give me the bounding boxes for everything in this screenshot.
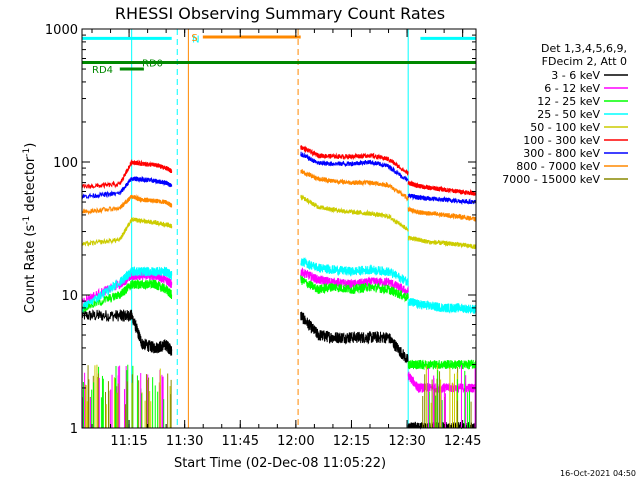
series-300-800-kev-pass-1 <box>81 175 173 200</box>
series-25-50-kev-pass-1 <box>81 266 173 313</box>
y-tick-label-100: 100 <box>53 156 78 171</box>
series-12-25-kev-pass-1 <box>81 278 173 314</box>
generation-timestamp: 16-Oct-2021 04:50 <box>560 469 636 478</box>
y-tick-label-1000: 1000 <box>45 23 78 38</box>
series-50-100-kev-pass-1 <box>81 216 173 247</box>
legend-label-25-50-kev: 25 - 50 keV <box>537 108 600 121</box>
series-800-7000-kev-pass-1 <box>81 193 173 216</box>
x-tick-label-11-30: 11:30 <box>166 434 203 449</box>
series-800-7000-kev-pass-3 <box>407 206 477 223</box>
series-100-300-kev-pass-2 <box>300 145 409 176</box>
legend-label-300-800-kev: 300 - 800 keV <box>523 147 600 160</box>
series-25-50-kev-pass-3 <box>407 297 477 315</box>
x-tick-label-12-15: 12:15 <box>333 434 370 449</box>
flag-label-rd0: RD0 <box>142 58 163 69</box>
series-50-100-kev-pass-2 <box>300 194 409 232</box>
legend-header-line-2: FDecim 2, Att 0 <box>542 55 627 68</box>
series-100-300-kev-pass-1 <box>81 159 173 190</box>
series-25-50-kev-pass-2 <box>300 257 409 286</box>
chart-title: RHESSI Observing Summary Count Rates <box>115 4 445 23</box>
series-800-7000-kev-pass-2 <box>300 168 409 202</box>
y-tick-label-10: 10 <box>61 289 78 304</box>
x-tick-label-11-15: 11:15 <box>110 434 147 449</box>
series-3-6-kev-pass-2 <box>300 311 409 364</box>
y-axis-label-main: Count Rate (s <box>23 225 38 314</box>
y-axis-label-end: ) <box>23 143 38 148</box>
y-axis-label-mid: detector <box>23 156 38 216</box>
x-tick-label-12-30: 12:30 <box>388 434 425 449</box>
series-12-25-kev-pass-2 <box>300 275 409 303</box>
flag-label-s: S <box>191 33 197 44</box>
series-50-100-kev-pass-3 <box>407 235 477 250</box>
flag-label-rd4: RD4 <box>92 65 113 76</box>
x-tick-label-12-00: 12:00 <box>277 434 314 449</box>
series-12-25-kev-pass-3 <box>407 359 477 371</box>
y-axis-label: Count Rate (s-1 detector-1) <box>22 143 38 314</box>
axes: 1 10 100 1000 11:15 11:30 11:45 12:00 12:15 12:30… <box>45 23 481 449</box>
y-axis-label-exp2: -1 <box>22 148 32 157</box>
plot-area: NS RD0 RD4 <box>81 29 477 430</box>
legend-label-800-7000-kev: 800 - 7000 keV <box>516 160 600 173</box>
legend-label-6-12-kev: 6 - 12 keV <box>544 82 600 95</box>
y-tick-label-1: 1 <box>70 422 78 437</box>
legend-label-12-25-kev: 12 - 25 keV <box>537 95 600 108</box>
series-300-800-kev-pass-2 <box>300 151 409 182</box>
y-axis-label-exp1: -1 <box>22 216 32 225</box>
legend-header-line-1: Det 1,3,4,5,6,9, <box>541 42 627 55</box>
legend-label-3-6-kev: 3 - 6 keV <box>551 69 600 82</box>
x-axis-label: Start Time (02-Dec-08 11:05:22) <box>174 456 386 471</box>
series-300-800-kev-pass-3 <box>407 193 477 206</box>
flag-label-n: N <box>192 34 199 45</box>
x-tick-label-12-45: 12:45 <box>444 434 481 449</box>
series-3-6-kev-pass-1 <box>81 309 173 356</box>
x-tick-label-11-45: 11:45 <box>222 434 259 449</box>
plot-frame <box>81 28 477 429</box>
legend-label-50-100-kev: 50 - 100 keV <box>530 121 600 134</box>
legend-label-7000-15000-kev: 7000 - 15000 keV <box>502 173 600 186</box>
legend-label-100-300-kev: 100 - 300 keV <box>523 134 600 147</box>
series-100-300-kev-pass-3 <box>407 180 477 197</box>
legend: Det 1,3,4,5,6,9, FDecim 2, Att 0 3 - 6 k… <box>502 42 628 186</box>
